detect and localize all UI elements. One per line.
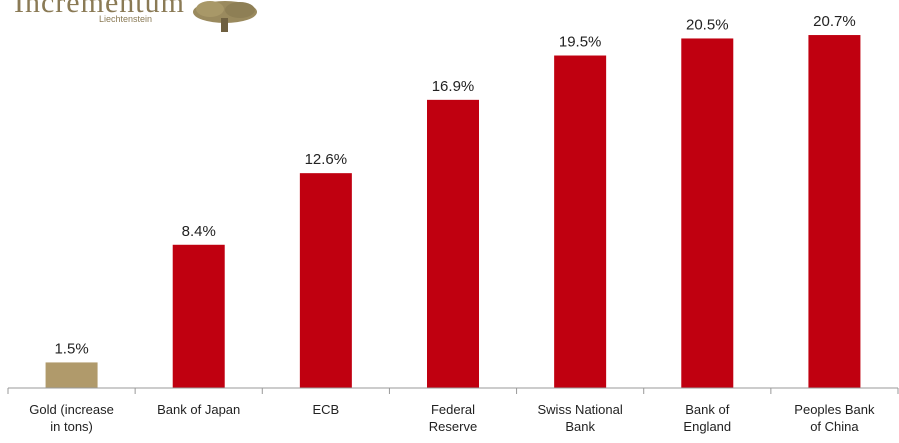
bar-6 — [808, 35, 861, 388]
data-label-1: 8.4% — [182, 223, 216, 240]
data-label-6: 20.7% — [813, 13, 856, 30]
bar-4 — [554, 55, 607, 388]
data-label-4: 19.5% — [559, 34, 602, 51]
bar-1 — [172, 244, 225, 388]
category-label-0: Gold (increase in tons) — [29, 402, 114, 434]
bar-2 — [299, 173, 352, 388]
category-label-1: Bank of Japan — [157, 402, 240, 417]
data-labels-group: 1.5% 8.4% 12.6% 16.9% 19.5% 20.5% 20.7% — [54, 13, 855, 357]
category-label-2: ECB — [312, 402, 339, 417]
logo: Incrementum Liechtenstein — [0, 0, 270, 40]
bar-3 — [427, 99, 479, 388]
category-label-3: Federal Reserve — [429, 402, 477, 434]
data-label-0: 1.5% — [54, 340, 88, 357]
bars-group — [45, 35, 861, 389]
data-label-2: 12.6% — [305, 151, 348, 168]
category-label-5: Bank of England — [683, 402, 731, 434]
data-label-5: 20.5% — [686, 16, 729, 33]
tree-icon — [193, 1, 257, 32]
bar-5 — [681, 38, 734, 389]
bar-0 — [45, 362, 98, 388]
category-label-4: Swiss National Bank — [538, 402, 623, 434]
category-label-6: Peoples Bank of China — [794, 402, 875, 434]
logo-subtitle: Liechtenstein — [99, 14, 153, 24]
data-label-3: 16.9% — [432, 78, 475, 95]
logo-text: Incrementum — [14, 0, 185, 19]
category-labels-group: Gold (increase in tons) Bank of Japan ECB Fe… — [29, 402, 875, 434]
x-axis-ticks — [7, 388, 899, 394]
